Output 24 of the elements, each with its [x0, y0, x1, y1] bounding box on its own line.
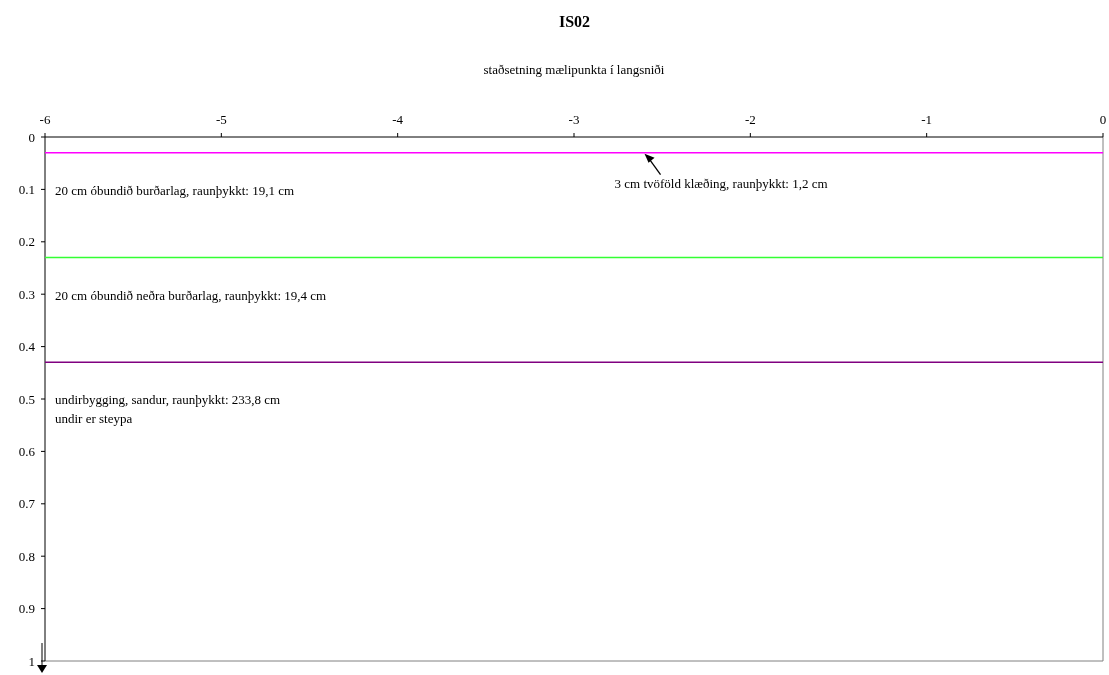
y-tick-label: 0.6: [18, 443, 36, 459]
annotation: 20 cm óbundið burðarlag, raunþykkt: 19,1 cm: [55, 182, 295, 198]
y-tick-label: 0.7: [18, 496, 36, 512]
x-tick-label: -1: [921, 112, 933, 127]
x-tick-label: -2: [744, 112, 756, 127]
y-tick-label: 0.9: [18, 601, 35, 617]
annotation: undirbygging, sandur, raunþykkt: 233,8 cm undir er steypa: [55, 392, 281, 427]
y-tick-label: 1: [28, 653, 35, 669]
y-tick-label: 0: [28, 129, 35, 145]
annotation: 20 cm óbundið neðra burðarlag, raunþykkt: 19,4 cm: [55, 287, 327, 303]
x-tick-label: -5: [215, 112, 227, 127]
y-tick-label: 0.3: [18, 286, 35, 302]
x-tick-label: -3: [568, 112, 580, 127]
x-tick-label: -4: [392, 112, 404, 127]
y-tick-label: 0.1: [18, 181, 35, 197]
y-tick-label: 0.2: [18, 234, 35, 250]
x-tick-label: 0: [1099, 112, 1107, 127]
x-tick-label: -6: [39, 112, 51, 127]
y-tick-label: 0.8: [18, 548, 35, 564]
y-tick-label: 0.5: [18, 391, 35, 407]
y-tick-label: 0.4: [18, 339, 36, 355]
chart-title: IS02: [558, 13, 591, 30]
x-axis-title: staðsetning mælipunkta í langsniði: [483, 62, 665, 77]
annotation: 3 cm tvöföld klæðing, raunþykkt: 1,2 cm: [614, 175, 828, 191]
